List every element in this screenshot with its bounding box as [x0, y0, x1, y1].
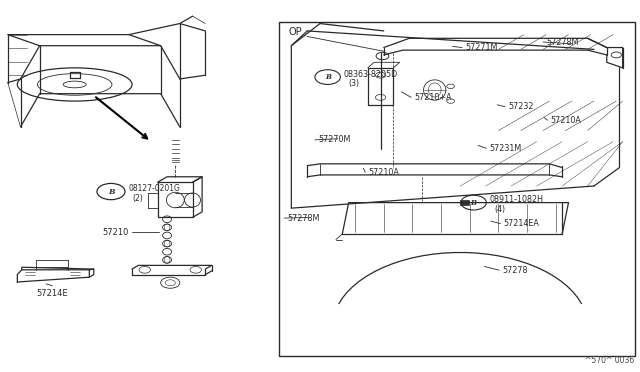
Text: 57210: 57210 — [102, 228, 129, 237]
Text: B: B — [108, 187, 115, 196]
Text: 57232: 57232 — [508, 102, 534, 111]
Text: OP: OP — [288, 27, 302, 37]
Text: 57278M: 57278M — [546, 38, 579, 46]
Text: 57271M: 57271M — [465, 43, 498, 52]
Text: 57278M: 57278M — [287, 214, 320, 222]
Text: 57214EA: 57214EA — [504, 219, 540, 228]
Text: 08911-1082H: 08911-1082H — [490, 195, 543, 204]
Bar — [278, 22, 636, 356]
Text: B: B — [470, 199, 477, 206]
Text: 08127-0201G: 08127-0201G — [128, 184, 180, 193]
Text: 57210A: 57210A — [550, 116, 582, 125]
Text: 57210A: 57210A — [369, 168, 399, 177]
Text: 57214E: 57214E — [36, 289, 68, 298]
Text: 57210+A: 57210+A — [414, 93, 452, 102]
Text: ^570^ 0036: ^570^ 0036 — [585, 356, 634, 365]
Text: (3): (3) — [348, 79, 359, 88]
Text: 57278: 57278 — [502, 266, 528, 275]
Text: B: B — [324, 73, 331, 81]
Text: 08363-8205D: 08363-8205D — [344, 70, 398, 78]
Bar — [460, 200, 469, 205]
Text: (2): (2) — [132, 194, 143, 203]
Text: (4): (4) — [494, 205, 505, 214]
Text: 57231M: 57231M — [490, 144, 522, 153]
Text: 57270M: 57270M — [318, 135, 351, 144]
